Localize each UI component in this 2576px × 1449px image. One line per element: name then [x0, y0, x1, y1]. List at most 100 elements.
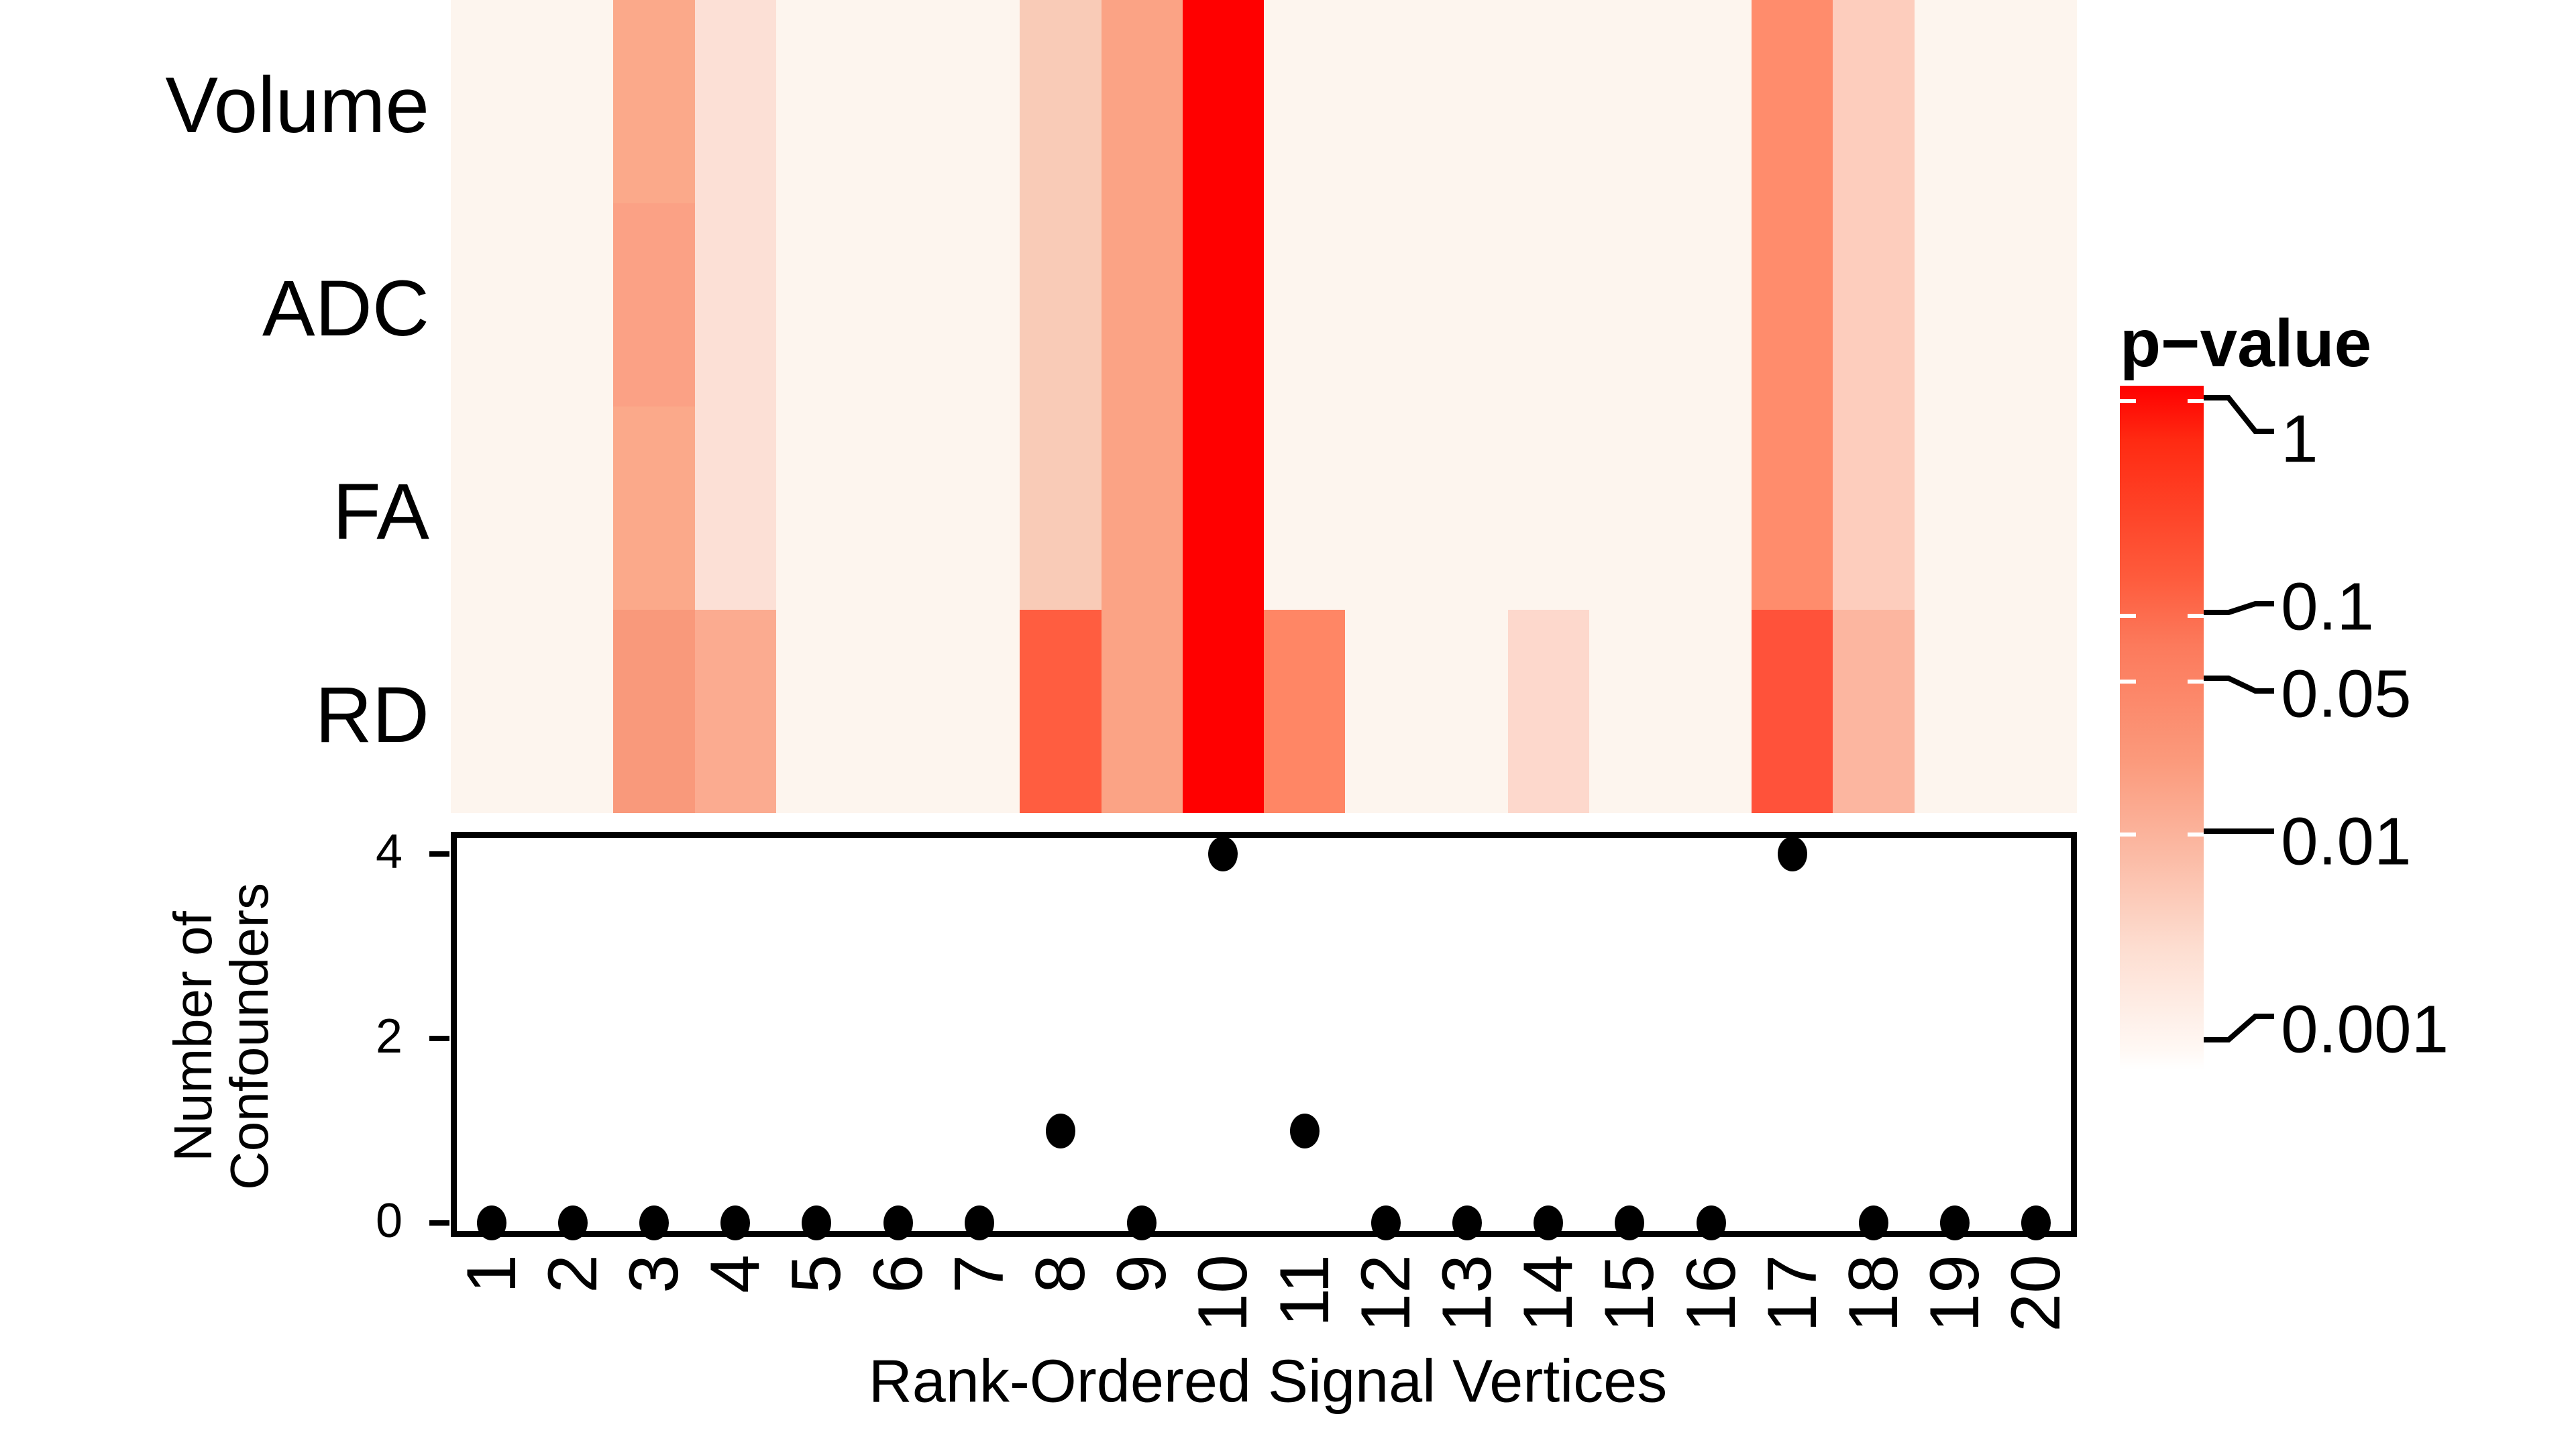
heatmap-cell-volume-17: [1752, 0, 1833, 203]
heatmap-cell-adc-16: [1670, 203, 1752, 407]
heatmap-cell-volume-4: [694, 0, 776, 203]
legend-notch: [2120, 399, 2136, 403]
legend-label-0-1: 0.1: [2281, 569, 2375, 645]
heatmap-cell-fa-12: [1345, 407, 1427, 610]
heatmap-cell-rd-14: [1507, 610, 1589, 813]
heatmap-cell-rd-2: [532, 610, 614, 813]
legend-colorbar: [2120, 386, 2204, 1070]
x-tick-label-12: 12: [1346, 1254, 1425, 1332]
heatmap-cell-fa-4: [694, 407, 776, 610]
heatmap-cell-adc-9: [1101, 203, 1183, 407]
heatmap-cell-fa-5: [775, 407, 857, 610]
heatmap-cell-volume-1: [451, 0, 533, 203]
heatmap-cell-rd-20: [1995, 610, 2077, 813]
heatmap-cell-volume-19: [1914, 0, 1996, 203]
heatmap-cell-rd-10: [1182, 610, 1264, 813]
row-label-adc: ADC: [262, 264, 429, 353]
data-point-18: [1859, 1205, 1888, 1240]
heatmap-cell-volume-12: [1345, 0, 1427, 203]
data-point-19: [1940, 1205, 1970, 1240]
y-tick-0: [429, 1220, 449, 1226]
heatmap-cell-fa-16: [1670, 407, 1752, 610]
heatmap-cell-rd-16: [1670, 610, 1752, 813]
heatmap-cell-rd-15: [1589, 610, 1670, 813]
heatmap-cell-adc-15: [1589, 203, 1670, 407]
heatmap-cell-adc-13: [1426, 203, 1508, 407]
legend-label-0-05: 0.05: [2281, 656, 2412, 732]
heatmap-cell-rd-9: [1101, 610, 1183, 813]
heatmap-cell-volume-10: [1182, 0, 1264, 203]
heatmap-cell-adc-19: [1914, 203, 1996, 407]
y-axis-title-line1: Number of: [163, 911, 223, 1162]
heatmap-cell-adc-17: [1752, 203, 1833, 407]
data-point-1: [476, 1205, 506, 1240]
heatmap-cell-rd-17: [1752, 610, 1833, 813]
heatmap-cell-fa-10: [1182, 407, 1264, 610]
heatmap-cell-rd-6: [857, 610, 939, 813]
data-point-20: [2021, 1205, 2051, 1240]
heatmap-cell-fa-20: [1995, 407, 2077, 610]
heatmap-cell-adc-6: [857, 203, 939, 407]
heatmap-cell-fa-8: [1020, 407, 1102, 610]
legend-title: p−value: [2120, 306, 2372, 381]
legend-label-1: 1: [2281, 401, 2318, 477]
heatmap-cell-fa-11: [1263, 407, 1346, 610]
heatmap-cell-volume-16: [1670, 0, 1752, 203]
data-point-5: [802, 1205, 832, 1240]
heatmap-cell-fa-7: [938, 407, 1020, 610]
heatmap-cell-volume-15: [1589, 0, 1670, 203]
heatmap-cell-rd-8: [1020, 610, 1102, 813]
heatmap-cell-volume-11: [1263, 0, 1346, 203]
legend-notch: [2188, 680, 2204, 684]
confounders-plot-panel: [451, 832, 2077, 1237]
data-point-13: [1452, 1205, 1482, 1240]
x-tick-label-6: 6: [859, 1254, 937, 1293]
data-point-4: [720, 1205, 751, 1240]
x-tick-label-1: 1: [452, 1254, 531, 1293]
data-point-16: [1696, 1205, 1726, 1240]
pvalue-heatmap: [451, 0, 2077, 813]
data-point-8: [1046, 1113, 1075, 1148]
legend-notch: [2120, 680, 2136, 684]
row-label-rd: RD: [315, 671, 429, 759]
data-point-9: [1127, 1205, 1157, 1240]
legend-label-0-001: 0.001: [2281, 991, 2449, 1067]
row-label-volume: Volume: [165, 61, 429, 150]
x-tick-label-2: 2: [533, 1254, 612, 1293]
heatmap-cell-volume-6: [857, 0, 939, 203]
heatmap-cell-adc-7: [938, 203, 1020, 407]
x-tick-label-7: 7: [940, 1254, 1018, 1293]
heatmap-cell-volume-5: [775, 0, 857, 203]
heatmap-cell-adc-10: [1182, 203, 1264, 407]
data-point-7: [964, 1205, 994, 1240]
heatmap-cell-fa-3: [613, 407, 695, 610]
heatmap-cell-volume-8: [1020, 0, 1102, 203]
x-tick-label-11: 11: [1265, 1254, 1344, 1327]
x-tick-label-14: 14: [1509, 1254, 1588, 1332]
y-tick-2: [429, 1036, 449, 1041]
heatmap-cell-fa-2: [532, 407, 614, 610]
heatmap-cell-fa-1: [451, 407, 533, 610]
heatmap-cell-adc-12: [1345, 203, 1427, 407]
legend-label-0-01: 0.01: [2281, 804, 2412, 879]
heatmap-cell-fa-15: [1589, 407, 1670, 610]
x-tick-label-10: 10: [1184, 1254, 1263, 1332]
heatmap-cell-rd-4: [694, 610, 776, 813]
x-tick-label-17: 17: [1753, 1254, 1831, 1332]
heatmap-cell-adc-5: [775, 203, 857, 407]
heatmap-cell-adc-20: [1995, 203, 2077, 407]
x-axis-title: Rank-Ordered Signal Vertices: [868, 1348, 1668, 1415]
heatmap-cell-volume-13: [1426, 0, 1508, 203]
heatmap-cell-adc-11: [1263, 203, 1346, 407]
heatmap-cell-volume-2: [532, 0, 614, 203]
data-point-15: [1615, 1205, 1645, 1240]
heatmap-cell-rd-13: [1426, 610, 1508, 813]
legend-notch: [2188, 399, 2204, 403]
x-tick-label-9: 9: [1103, 1254, 1181, 1293]
heatmap-cell-rd-5: [775, 610, 857, 813]
data-point-3: [639, 1205, 669, 1240]
heatmap-cell-rd-18: [1833, 610, 1915, 813]
y-tick-label-4: 4: [376, 825, 403, 879]
heatmap-cell-adc-1: [451, 203, 533, 407]
heatmap-cell-volume-20: [1995, 0, 2077, 203]
